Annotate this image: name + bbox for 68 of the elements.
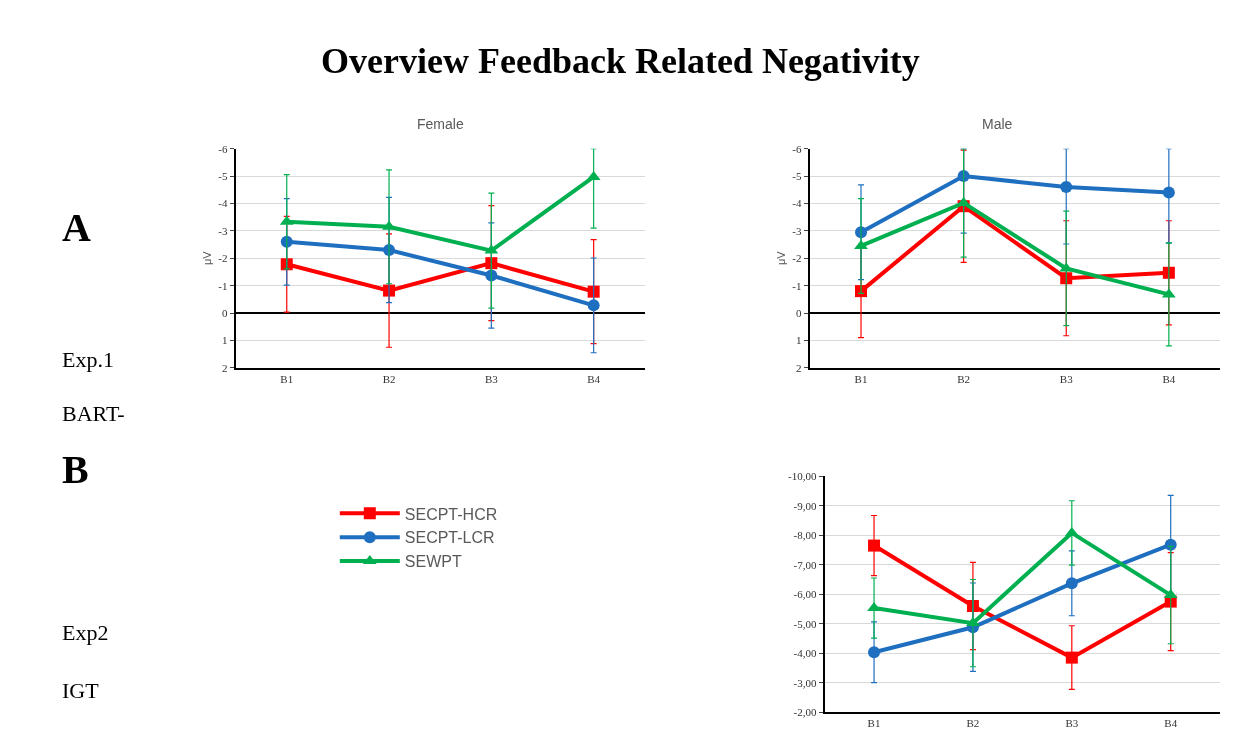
point xyxy=(587,285,600,298)
point xyxy=(587,299,600,312)
y-tick-label: -7,00 xyxy=(793,558,817,571)
point xyxy=(1065,577,1078,590)
text: Exp2 xyxy=(62,620,109,645)
y-tick-label: -6 xyxy=(218,142,228,155)
x-tick-label: B2 xyxy=(957,373,971,386)
y-tick-label: -2,00 xyxy=(793,706,817,719)
y-tick-label: -5 xyxy=(792,169,803,182)
y-tick-label: 2 xyxy=(221,361,228,374)
y-tick-label: -5,00 xyxy=(793,617,817,630)
point xyxy=(867,602,881,612)
y-tick-label: -4 xyxy=(792,197,803,210)
point xyxy=(1065,651,1078,664)
y-tick-label: 0 xyxy=(221,306,228,319)
text: BART- xyxy=(62,401,125,426)
y-tick-label: 1 xyxy=(796,334,802,347)
point xyxy=(1162,186,1175,199)
y-tick-label: -6 xyxy=(792,142,803,155)
y-axis-title: μV xyxy=(775,250,788,266)
text: Overview Feedback Related Negativity xyxy=(321,41,920,81)
y-tick-label: -8,00 xyxy=(793,529,817,542)
point xyxy=(485,257,498,270)
y-tick-label: -4,00 xyxy=(793,647,817,660)
y-tick-label: -1 xyxy=(218,279,228,292)
y-tick-label: -1 xyxy=(792,279,802,292)
point xyxy=(1060,272,1073,285)
x-tick-label: B3 xyxy=(1059,373,1074,386)
x-tick-label: B4 xyxy=(1164,717,1178,730)
point xyxy=(868,539,881,552)
x-tick-label: B1 xyxy=(854,373,868,386)
y-axis-title: μV xyxy=(201,250,214,266)
y-tick-label: -2 xyxy=(792,252,802,265)
legend-label: SEWPT xyxy=(404,553,462,571)
x-tick-label: B4 xyxy=(587,373,601,386)
y-tick-label: -4 xyxy=(218,197,228,210)
point xyxy=(854,239,868,249)
x-tick-label: B3 xyxy=(1065,717,1079,730)
text: Exp.1 xyxy=(62,347,114,372)
point xyxy=(1162,266,1175,279)
x-tick-label: B2 xyxy=(382,373,396,386)
text: B xyxy=(62,447,89,492)
point xyxy=(382,220,396,230)
legend-label: SECPT-LCR xyxy=(404,529,495,547)
legend-label: SECPT-HCR xyxy=(404,505,498,523)
y-tick-label: -9,00 xyxy=(793,499,817,512)
chart-title: Female xyxy=(417,116,464,132)
y-tick-label: -3 xyxy=(792,224,803,237)
y-tick-label: -10,00 xyxy=(787,470,817,483)
x-tick-label: B3 xyxy=(484,373,499,386)
y-tick-label: -5 xyxy=(218,169,228,182)
point xyxy=(966,617,980,627)
y-tick-label: -2 xyxy=(218,252,228,265)
x-tick-label: B4 xyxy=(1162,373,1176,386)
x-tick-label: B1 xyxy=(280,373,294,386)
x-tick-label: B2 xyxy=(966,717,980,730)
y-tick-label: -3 xyxy=(218,224,228,237)
y-tick-label: -6,00 xyxy=(793,588,817,601)
y-tick-label: 0 xyxy=(796,306,803,319)
y-tick-label: 1 xyxy=(221,334,228,347)
text: A xyxy=(62,205,91,250)
point xyxy=(1060,181,1073,194)
point xyxy=(868,646,881,659)
y-tick-label: -3,00 xyxy=(793,676,817,689)
y-tick-label: 2 xyxy=(796,361,802,374)
chart-title: Male xyxy=(982,116,1013,132)
x-tick-label: B1 xyxy=(867,717,881,730)
text: IGT xyxy=(62,678,100,703)
